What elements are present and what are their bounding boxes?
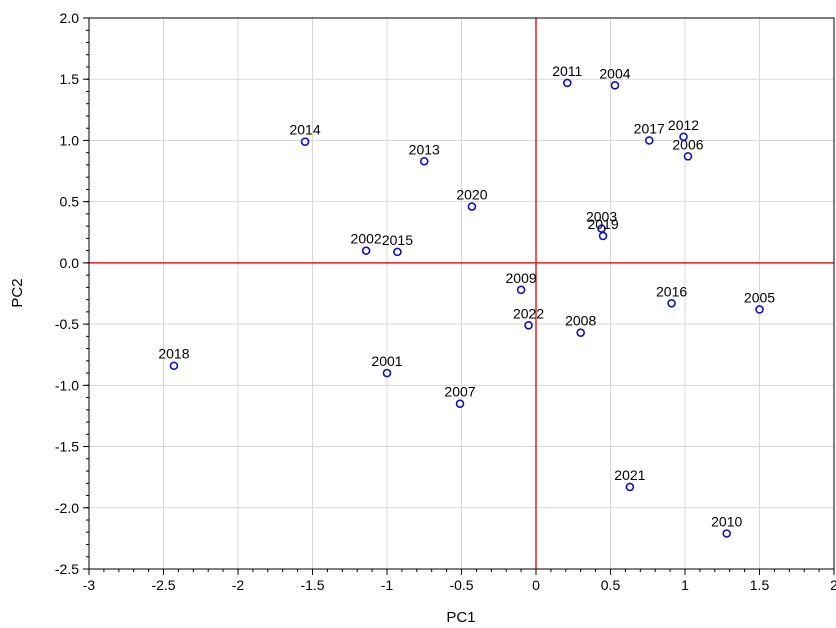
axis-ticks xyxy=(83,17,835,575)
point-label-2009: 2009 xyxy=(506,270,537,286)
data-point-2010 xyxy=(722,529,732,538)
y-tick-label: 1.0 xyxy=(60,132,80,148)
x-tick-label: 2 xyxy=(830,577,836,593)
data-point-2012 xyxy=(679,132,688,142)
point-label-2021: 2021 xyxy=(614,467,645,483)
x-tick-label: 0.5 xyxy=(601,577,621,593)
data-point-2016 xyxy=(667,298,676,308)
y-tick-label: 0.0 xyxy=(60,255,80,271)
data-point-2001 xyxy=(382,368,392,378)
y-tick-label: -1.0 xyxy=(55,377,79,393)
y-tick-label: -0.5 xyxy=(55,316,79,332)
y-tick-label: 1.5 xyxy=(60,71,80,87)
data-point-2009 xyxy=(516,285,526,295)
x-tick-label: -2 xyxy=(232,577,245,593)
y-tick-label: -2.5 xyxy=(55,561,79,577)
data-points: 2001 2002 2003 2004 2005 2006 2007 2008 2009 2010… xyxy=(158,63,775,538)
x-tick-label: 0 xyxy=(532,577,540,593)
point-label-2022: 2022 xyxy=(513,305,544,321)
data-point-2013 xyxy=(419,156,429,166)
point-label-2019: 2019 xyxy=(587,216,618,232)
point-label-2002: 2002 xyxy=(351,231,382,247)
point-label-2013: 2013 xyxy=(409,141,440,157)
data-point-2018 xyxy=(169,361,179,371)
data-point-2011 xyxy=(562,78,572,88)
x-tick-label: 1.5 xyxy=(750,577,770,593)
point-label-2016: 2016 xyxy=(656,283,687,299)
data-point-2004 xyxy=(610,81,620,90)
x-tick-label: -3 xyxy=(83,577,96,593)
data-point-2008 xyxy=(576,328,586,337)
data-point-2002 xyxy=(361,246,371,255)
y-tick-label: 2.0 xyxy=(60,10,80,26)
reference-lines xyxy=(89,18,834,569)
data-point-2021 xyxy=(625,482,635,492)
data-point-2017 xyxy=(644,136,654,145)
point-label-2003: 2003 xyxy=(586,209,617,225)
y-axis-title: PC2 xyxy=(9,278,26,307)
point-label-2010: 2010 xyxy=(711,513,742,529)
x-tick-label: -2.5 xyxy=(151,577,175,593)
data-point-2015 xyxy=(393,247,402,257)
data-point-2020 xyxy=(467,202,477,211)
point-label-2014: 2014 xyxy=(289,122,320,138)
point-label-2018: 2018 xyxy=(158,346,189,362)
point-label-2004: 2004 xyxy=(599,65,630,81)
data-point-2007 xyxy=(455,399,465,409)
point-label-2017: 2017 xyxy=(634,120,665,136)
tick-labels: -3 -2.5 -2 -1.5 -1 -0.5 0 0.5 1 1.5 22.01.51.00.50… xyxy=(55,10,836,593)
data-point-2019 xyxy=(598,231,608,241)
x-tick-label: -1.5 xyxy=(300,577,324,593)
x-axis-title: PC1 xyxy=(446,609,475,626)
point-label-2007: 2007 xyxy=(444,384,475,400)
data-point-2022 xyxy=(524,321,533,330)
point-label-2001: 2001 xyxy=(371,353,402,369)
data-point-2006 xyxy=(683,152,693,161)
point-label-2006: 2006 xyxy=(672,136,703,152)
data-point-2005 xyxy=(755,305,764,314)
point-label-2012: 2012 xyxy=(668,117,699,133)
y-tick-label: -1.5 xyxy=(55,439,79,455)
y-tick-label: 0.5 xyxy=(60,194,80,210)
point-label-2005: 2005 xyxy=(744,289,775,305)
point-label-2020: 2020 xyxy=(456,187,487,203)
point-label-2015: 2015 xyxy=(382,232,413,248)
x-tick-label: -1 xyxy=(381,577,394,593)
point-label-2011: 2011 xyxy=(552,63,582,79)
point-label-2008: 2008 xyxy=(565,313,596,329)
x-tick-label: 1 xyxy=(681,577,689,593)
data-point-2014 xyxy=(300,137,310,146)
y-tick-label: -2.0 xyxy=(55,500,79,516)
x-tick-label: -0.5 xyxy=(449,577,473,593)
